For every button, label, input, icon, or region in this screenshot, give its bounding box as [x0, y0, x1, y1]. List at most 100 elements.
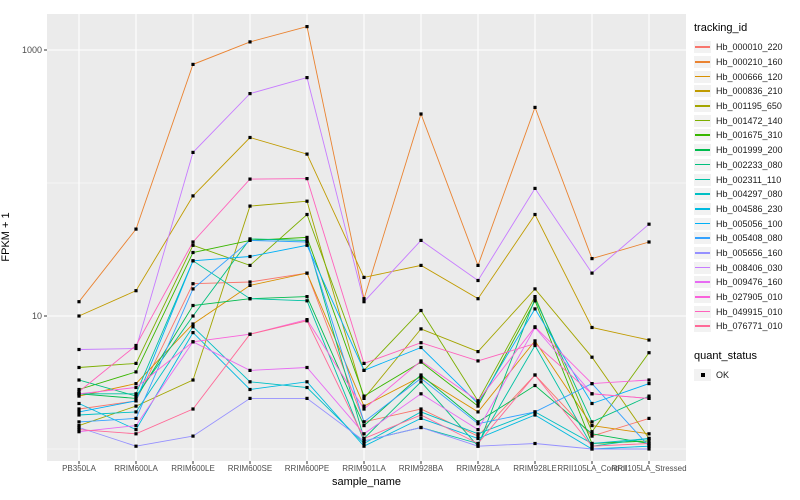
y-tick-label: 10 — [31, 311, 42, 321]
data-point — [476, 399, 480, 403]
data-point — [476, 278, 480, 283]
data-point — [134, 394, 138, 398]
legend-color-swatch — [695, 266, 710, 269]
y-tick-label: 1000 — [21, 45, 42, 55]
legend-item-label: OK — [716, 370, 730, 381]
data-point — [647, 432, 651, 436]
legend-color-swatch — [695, 296, 710, 298]
data-point — [248, 396, 252, 400]
data-point — [419, 373, 423, 377]
data-point — [134, 370, 138, 374]
data-point — [134, 227, 138, 231]
legend-color-swatch — [695, 61, 710, 63]
legend-item-label: Hb_049915_010 — [716, 306, 783, 317]
data-point — [77, 365, 81, 370]
legend-color-swatch — [695, 46, 710, 48]
data-point — [305, 299, 309, 303]
data-point — [362, 420, 366, 424]
data-point — [533, 299, 537, 303]
data-point — [419, 413, 423, 417]
data-point — [647, 240, 651, 244]
x-tick-label-RRII105LA_Stressed: RRII105LA_Stressed — [611, 464, 687, 473]
data-point — [590, 257, 594, 261]
data-point — [476, 441, 480, 446]
x-tick-label-RRIM600LE: RRIM600LE — [171, 464, 215, 473]
data-point — [476, 444, 480, 448]
legend-item-Hb_000010_220: Hb_000010_220 — [694, 40, 800, 55]
data-point — [590, 355, 594, 359]
data-point — [305, 199, 309, 203]
data-point — [362, 436, 366, 441]
legend-item-Hb_002311_110: Hb_002311_110 — [694, 172, 800, 187]
legend-color-swatch — [695, 251, 710, 254]
data-point — [419, 308, 423, 313]
data-point — [362, 444, 366, 448]
data-point — [647, 378, 651, 382]
legend-color-swatch — [695, 149, 710, 151]
plot-panel — [47, 14, 686, 461]
data-point — [647, 338, 651, 342]
legend-item-Hb_008406_030: Hb_008406_030 — [694, 260, 800, 275]
legend-key-line-icon — [694, 100, 711, 113]
data-point — [134, 361, 138, 365]
data-point — [191, 325, 195, 329]
legend-color-swatch — [695, 222, 710, 225]
data-point — [248, 387, 252, 392]
legend-item-label: Hb_002311_110 — [716, 174, 782, 185]
data-point — [305, 380, 309, 384]
data-point — [77, 392, 81, 396]
data-point — [362, 439, 366, 443]
data-point — [590, 424, 594, 428]
legend-item-label: Hb_004297_080 — [716, 189, 783, 200]
legend-item-label: Hb_008406_030 — [716, 262, 783, 273]
legend-item-Hb_001472_140: Hb_001472_140 — [694, 113, 800, 128]
legend-key-line-icon — [694, 41, 711, 54]
data-point — [248, 368, 252, 372]
data-point — [191, 282, 195, 286]
data-point — [305, 243, 309, 247]
data-point — [590, 401, 594, 406]
data-point — [647, 447, 651, 451]
legend-item-Hb_009476_160: Hb_009476_160 — [694, 275, 800, 290]
legend-item-Hb_005408_080: Hb_005408_080 — [694, 231, 800, 246]
data-point — [419, 380, 423, 384]
data-point — [476, 359, 480, 363]
quant-ok-key-icon — [694, 369, 711, 382]
legend-color-swatch — [695, 105, 710, 107]
legend-color-swatch — [695, 325, 710, 327]
data-point — [647, 439, 651, 443]
legend-item-label: Hb_009476_160 — [716, 277, 783, 288]
data-point — [533, 186, 537, 190]
data-point — [191, 259, 195, 263]
legend-color-swatch — [695, 237, 710, 239]
data-point — [77, 413, 81, 417]
legend-key-line-icon — [694, 114, 711, 127]
data-point — [77, 314, 81, 318]
legend-item-Hb_000836_210: Hb_000836_210 — [694, 84, 800, 99]
data-point — [476, 263, 480, 267]
x-tick-label-RRIM600SE: RRIM600SE — [227, 464, 273, 473]
legend-item-label: Hb_001675_310 — [716, 130, 783, 141]
data-point — [476, 422, 480, 426]
data-point — [533, 325, 537, 329]
data-point — [134, 432, 138, 436]
legend-key-line-icon — [694, 158, 711, 171]
data-point — [134, 410, 138, 414]
data-point — [191, 250, 195, 255]
x-tick-label-RRIM928BA: RRIM928BA — [398, 464, 444, 473]
data-point — [191, 150, 195, 154]
legend-key-line-icon — [694, 320, 711, 333]
data-point — [248, 135, 252, 140]
legend-color-swatch — [695, 310, 710, 313]
data-point — [590, 392, 594, 396]
legend-item-label: Hb_076771_010 — [716, 321, 783, 332]
legend-section-quant-status: quant_status OK — [694, 350, 800, 383]
legend-key-line-icon — [694, 291, 711, 304]
data-point — [77, 407, 81, 411]
legend-item-label: Hb_000010_220 — [716, 42, 783, 53]
data-point — [362, 368, 366, 372]
data-point — [362, 275, 366, 279]
legend-key-line-icon — [694, 246, 711, 259]
data-point — [590, 444, 594, 448]
legend-items: Hb_000010_220 Hb_000210_160 Hb_000666_120 H… — [694, 40, 800, 334]
